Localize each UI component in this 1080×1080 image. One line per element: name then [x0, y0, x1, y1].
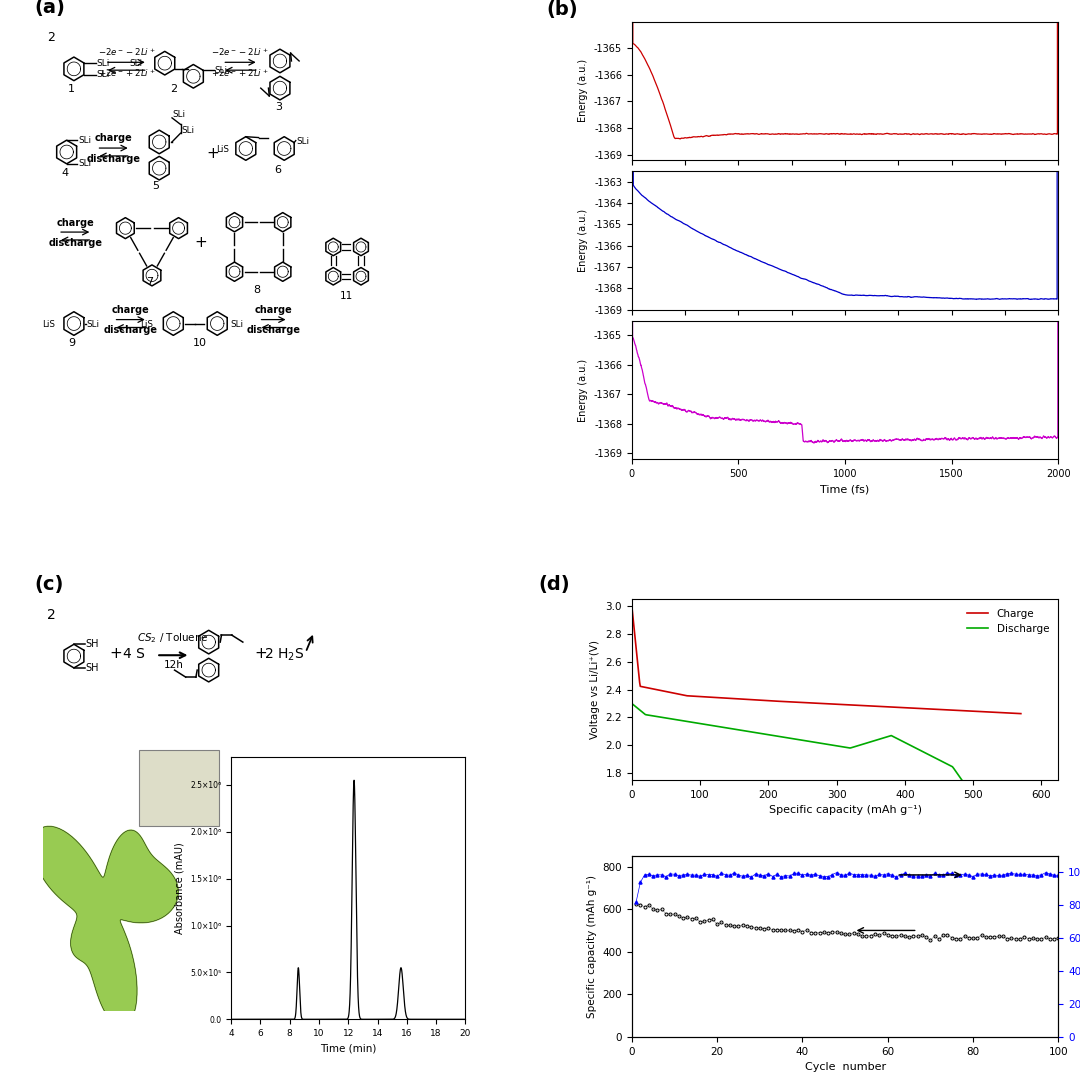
Text: 3: 3: [275, 102, 283, 112]
Charge: [854, 699, 867, 712]
Text: LiS: LiS: [42, 320, 55, 329]
Discharge: [916, 745, 929, 758]
Line: Discharge: Discharge: [632, 703, 1017, 860]
Text: SLi: SLi: [130, 59, 143, 68]
Text: $+2e^-+ 2Li^+$: $+2e^-+ 2Li^+$: [97, 67, 156, 79]
Text: 2: 2: [48, 31, 55, 44]
Legend: Charge, Discharge: Charge, Discharge: [963, 605, 1053, 638]
Line: Charge: Charge: [632, 606, 1021, 714]
Text: discharge: discharge: [86, 153, 140, 164]
Y-axis label: Energy (a.u.): Energy (a.u.): [579, 359, 589, 421]
Text: 2: 2: [46, 608, 55, 622]
X-axis label: Cycle  number: Cycle number: [805, 1062, 886, 1072]
Text: charge: charge: [255, 306, 293, 315]
Text: SLi: SLi: [86, 320, 99, 329]
Text: SLi: SLi: [78, 160, 91, 168]
Y-axis label: Energy (a.u.): Energy (a.u.): [579, 59, 589, 122]
Text: SLi: SLi: [297, 137, 310, 146]
Charge: [1014, 707, 1027, 720]
Text: SLi: SLi: [78, 136, 91, 145]
Text: LiS: LiS: [216, 145, 229, 154]
Text: charge: charge: [56, 218, 94, 228]
Text: +: +: [194, 235, 207, 249]
Text: charge: charge: [95, 134, 133, 144]
Text: LiS: LiS: [140, 320, 153, 329]
Text: 4: 4: [62, 167, 68, 177]
Text: +: +: [206, 146, 219, 161]
Text: 1: 1: [68, 84, 75, 94]
Charge: [801, 697, 814, 710]
Text: $+2e^-+ 2Li^+$: $+2e^-+ 2Li^+$: [212, 67, 269, 79]
Y-axis label: Specific capacity (mAh g⁻¹): Specific capacity (mAh g⁻¹): [586, 875, 597, 1017]
Text: SLi: SLi: [230, 320, 243, 329]
Text: SLi: SLi: [173, 110, 186, 119]
Text: 11: 11: [339, 292, 353, 301]
Text: $-2e^- - 2Li^+$: $-2e^- - 2Li^+$: [97, 46, 156, 57]
X-axis label: Specific capacity (mAh g⁻¹): Specific capacity (mAh g⁻¹): [769, 806, 921, 815]
Text: 8: 8: [253, 285, 260, 295]
X-axis label: Time (fs): Time (fs): [821, 485, 869, 495]
Text: SLi: SLi: [215, 67, 228, 76]
Charge: [726, 692, 739, 705]
Text: discharge: discharge: [104, 325, 158, 335]
Text: SH: SH: [85, 639, 99, 649]
Text: 2 H$_2$S: 2 H$_2$S: [265, 646, 305, 663]
Charge: [694, 690, 707, 703]
Text: 5: 5: [152, 180, 159, 191]
Charge: [625, 599, 638, 612]
Text: $-2e^- - 2Li^+$: $-2e^- - 2Li^+$: [212, 46, 269, 57]
Text: charge: charge: [111, 306, 149, 315]
Text: 12h: 12h: [163, 660, 184, 671]
Discharge: [693, 717, 706, 730]
Y-axis label: Voltage vs Li/Li⁺(V): Voltage vs Li/Li⁺(V): [590, 640, 600, 739]
Text: SH: SH: [85, 662, 99, 673]
Charge: [918, 702, 931, 715]
Text: SLi: SLi: [97, 58, 110, 68]
Discharge: [625, 697, 638, 710]
Discharge: [800, 734, 813, 747]
Text: 4 S: 4 S: [123, 647, 146, 661]
Text: 10: 10: [192, 338, 206, 348]
Y-axis label: Energy (a.u.): Energy (a.u.): [579, 208, 589, 272]
Text: (a): (a): [35, 0, 66, 17]
Discharge: [882, 730, 895, 743]
Text: 2: 2: [171, 84, 177, 94]
Discharge: [1011, 853, 1024, 866]
Charge: [886, 701, 899, 714]
Text: SLi: SLi: [97, 70, 110, 80]
Text: (d): (d): [538, 576, 569, 594]
Text: (c): (c): [35, 576, 64, 594]
Text: +: +: [109, 646, 122, 661]
Text: 9: 9: [68, 338, 76, 348]
Text: +: +: [255, 646, 267, 661]
Text: SLi: SLi: [181, 126, 194, 135]
Text: discharge: discharge: [49, 238, 103, 247]
Text: 7: 7: [147, 278, 153, 287]
Text: (b): (b): [546, 0, 578, 18]
Text: 6: 6: [274, 165, 282, 175]
Discharge: [852, 739, 865, 752]
Text: $\mathit{CS_2}$ / Toluene: $\mathit{CS_2}$ / Toluene: [137, 631, 210, 645]
Discharge: [725, 723, 738, 735]
Text: discharge: discharge: [246, 325, 300, 335]
